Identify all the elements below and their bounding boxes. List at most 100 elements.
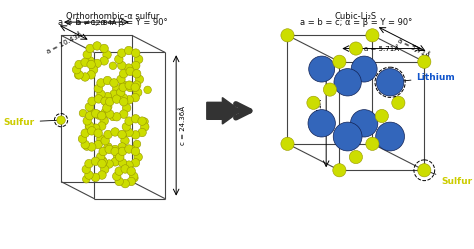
Circle shape bbox=[115, 167, 123, 175]
Circle shape bbox=[131, 83, 139, 92]
Circle shape bbox=[121, 179, 129, 188]
Circle shape bbox=[111, 145, 119, 154]
Circle shape bbox=[131, 115, 140, 123]
Circle shape bbox=[101, 136, 109, 145]
Circle shape bbox=[85, 123, 92, 130]
Circle shape bbox=[110, 90, 118, 99]
Circle shape bbox=[366, 137, 379, 150]
Circle shape bbox=[83, 143, 91, 150]
Text: Cubic-Li₂S: Cubic-Li₂S bbox=[335, 12, 377, 21]
Circle shape bbox=[119, 110, 128, 118]
Circle shape bbox=[112, 84, 121, 93]
Circle shape bbox=[85, 122, 94, 130]
Circle shape bbox=[83, 117, 91, 125]
Circle shape bbox=[79, 109, 87, 117]
Circle shape bbox=[418, 55, 431, 68]
Circle shape bbox=[111, 128, 119, 136]
Circle shape bbox=[97, 135, 105, 143]
Circle shape bbox=[141, 118, 148, 125]
Text: a = 5.71Å: a = 5.71Å bbox=[317, 98, 323, 133]
Circle shape bbox=[103, 92, 112, 101]
Circle shape bbox=[118, 49, 126, 57]
Circle shape bbox=[307, 96, 320, 109]
Circle shape bbox=[94, 95, 103, 103]
Circle shape bbox=[122, 104, 131, 112]
Circle shape bbox=[86, 57, 94, 65]
Circle shape bbox=[111, 147, 119, 156]
Circle shape bbox=[125, 117, 133, 125]
Circle shape bbox=[103, 51, 111, 59]
Circle shape bbox=[85, 112, 94, 120]
Circle shape bbox=[281, 137, 294, 150]
Circle shape bbox=[94, 84, 102, 93]
Circle shape bbox=[131, 61, 140, 70]
Circle shape bbox=[82, 165, 91, 174]
Circle shape bbox=[119, 81, 128, 89]
Circle shape bbox=[121, 165, 129, 173]
Circle shape bbox=[96, 152, 105, 161]
Circle shape bbox=[131, 49, 140, 57]
Circle shape bbox=[333, 122, 362, 151]
Circle shape bbox=[118, 147, 127, 156]
Circle shape bbox=[74, 71, 82, 79]
Circle shape bbox=[349, 42, 363, 55]
Circle shape bbox=[100, 44, 109, 53]
Circle shape bbox=[85, 171, 93, 179]
Circle shape bbox=[102, 104, 111, 112]
Circle shape bbox=[117, 75, 125, 84]
Circle shape bbox=[94, 111, 103, 119]
Circle shape bbox=[111, 158, 119, 166]
Circle shape bbox=[100, 57, 109, 65]
Circle shape bbox=[85, 103, 93, 111]
Circle shape bbox=[57, 116, 65, 124]
Text: c = 24.36Å: c = 24.36Å bbox=[179, 106, 186, 145]
Circle shape bbox=[93, 59, 101, 68]
Circle shape bbox=[98, 112, 106, 120]
Circle shape bbox=[333, 164, 346, 177]
Circle shape bbox=[116, 153, 124, 161]
Circle shape bbox=[125, 96, 134, 104]
Circle shape bbox=[308, 110, 336, 137]
Circle shape bbox=[104, 143, 112, 151]
Circle shape bbox=[125, 128, 133, 137]
Circle shape bbox=[323, 83, 337, 96]
Text: a = 5.71Å: a = 5.71Å bbox=[365, 46, 400, 53]
Circle shape bbox=[86, 44, 94, 53]
Circle shape bbox=[112, 172, 121, 181]
Circle shape bbox=[91, 173, 100, 182]
Text: a = 10.43Å: a = 10.43Å bbox=[45, 31, 83, 55]
Circle shape bbox=[83, 51, 91, 59]
Circle shape bbox=[109, 113, 117, 121]
Text: a = b = c; α = β = Υ = 90°: a = b = c; α = β = Υ = 90° bbox=[300, 18, 412, 27]
Circle shape bbox=[375, 109, 389, 123]
Circle shape bbox=[119, 83, 128, 92]
Circle shape bbox=[115, 177, 123, 186]
Circle shape bbox=[112, 113, 121, 121]
Circle shape bbox=[125, 161, 133, 169]
Circle shape bbox=[82, 176, 90, 183]
Circle shape bbox=[118, 143, 126, 151]
Circle shape bbox=[97, 90, 105, 99]
Circle shape bbox=[131, 93, 139, 102]
Circle shape bbox=[130, 145, 138, 153]
Circle shape bbox=[81, 58, 90, 67]
Circle shape bbox=[119, 131, 127, 139]
Circle shape bbox=[99, 157, 107, 164]
Circle shape bbox=[309, 56, 335, 82]
Circle shape bbox=[99, 147, 108, 156]
Circle shape bbox=[87, 71, 95, 79]
Circle shape bbox=[98, 122, 106, 130]
Circle shape bbox=[376, 122, 404, 151]
Circle shape bbox=[134, 88, 142, 97]
Circle shape bbox=[135, 75, 144, 84]
Circle shape bbox=[103, 103, 112, 111]
Circle shape bbox=[75, 60, 83, 69]
Circle shape bbox=[392, 96, 405, 109]
Circle shape bbox=[119, 69, 128, 78]
Circle shape bbox=[121, 136, 129, 145]
Circle shape bbox=[349, 150, 363, 164]
Circle shape bbox=[110, 79, 118, 87]
Circle shape bbox=[144, 86, 151, 94]
Circle shape bbox=[129, 172, 138, 181]
Circle shape bbox=[127, 177, 136, 186]
